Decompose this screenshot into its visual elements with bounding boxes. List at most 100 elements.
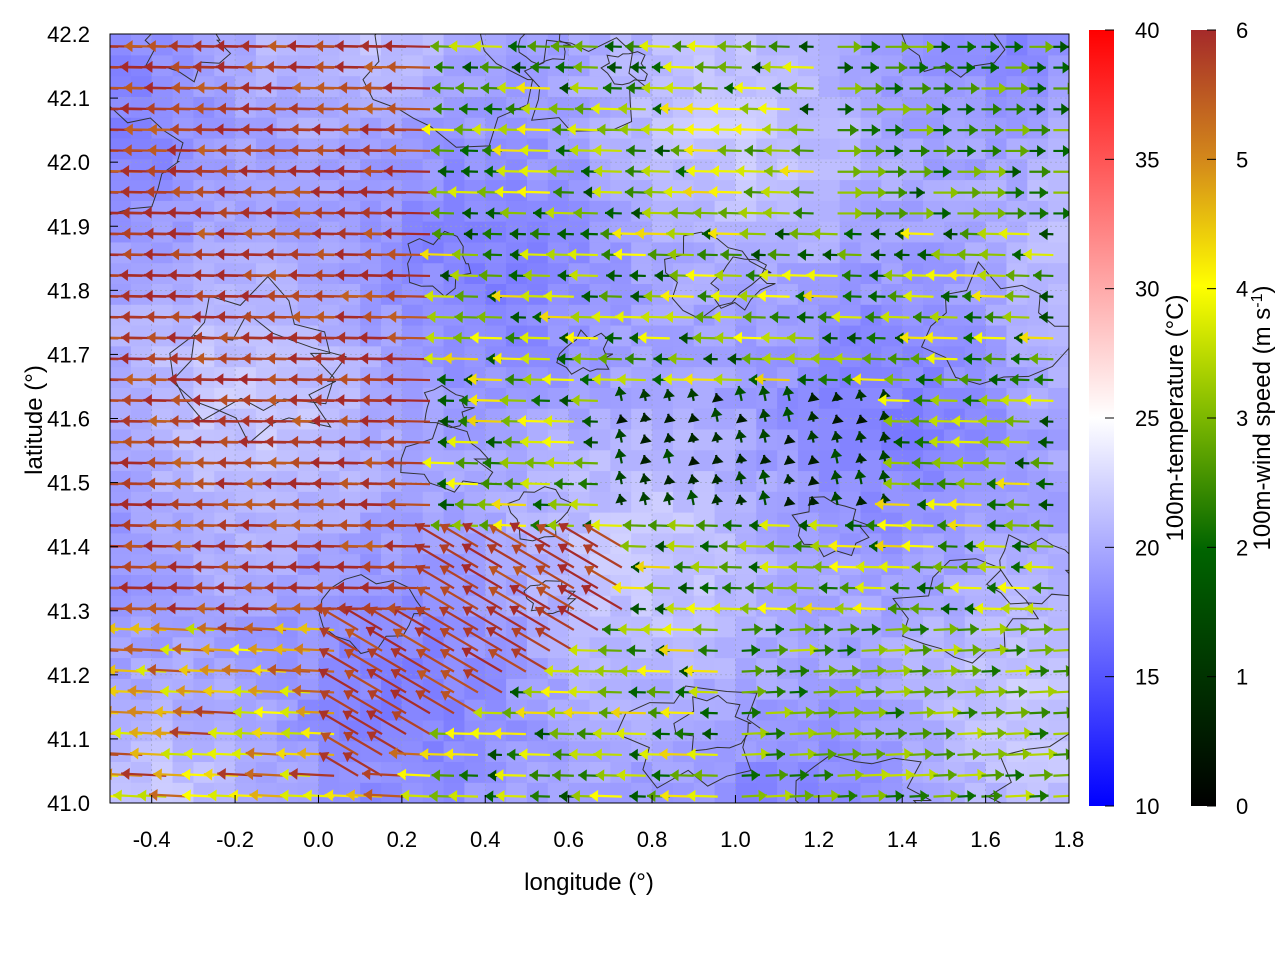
y-tick-label: 42.1 — [47, 86, 90, 111]
temperature-cell — [943, 553, 966, 575]
wind-arrow-head — [422, 456, 432, 469]
wind-arrow-head — [722, 581, 731, 594]
temperature-cell — [318, 179, 340, 201]
temperature-cell — [756, 740, 778, 763]
wind-arrow-head — [468, 394, 478, 407]
wind-arrow-head — [502, 706, 511, 719]
wind-arrow-head — [391, 668, 402, 680]
wind-arrow-head — [878, 789, 888, 802]
wind-arrow-head — [1041, 124, 1051, 137]
wind-arrow-head — [451, 519, 461, 532]
contour-line — [920, 260, 1069, 385]
temperature-cell — [777, 75, 799, 97]
wind-arrow-head — [854, 706, 863, 719]
wind-arrow-head — [170, 60, 180, 73]
wind-arrow-head — [145, 435, 155, 448]
temperature-cell — [610, 34, 632, 56]
temperature-cell — [110, 574, 132, 596]
wind-arrow-head — [700, 707, 709, 720]
wind-arrow-head — [811, 352, 820, 365]
wind-arrow-head — [913, 311, 922, 324]
wind-arrow-head — [733, 331, 743, 344]
wind-arrow-head — [844, 227, 853, 240]
temperature-cell — [881, 158, 903, 181]
wind-arrow-head — [580, 373, 589, 386]
temperature-cell — [568, 221, 591, 243]
temperature-cell — [339, 283, 361, 305]
wind-arrow-head — [217, 767, 226, 780]
wind-arrow-head — [335, 581, 345, 594]
temperature-cell — [985, 678, 1008, 700]
wind-arrow-head — [748, 373, 758, 386]
wind-arrow-head — [383, 394, 392, 407]
wind-arrow-head — [314, 519, 323, 532]
temperature-cell — [401, 304, 424, 326]
temperature-cell — [193, 158, 215, 181]
temperature-cell — [610, 595, 632, 617]
wind-arrow-head — [360, 40, 369, 53]
temperature-cell — [339, 54, 361, 77]
temperature-cell — [214, 719, 236, 742]
wind-arrow-head — [218, 81, 228, 94]
wind-arrow-head — [486, 353, 495, 366]
wind-arrow-head — [1021, 61, 1030, 74]
temperature-cell — [777, 324, 799, 347]
wind-arrow-head — [75, 457, 84, 469]
wind-arrow-head — [999, 82, 1008, 95]
temperature-cell — [151, 408, 174, 430]
grid-lines — [110, 34, 1069, 803]
wind-arrow-head — [343, 689, 355, 701]
temperature-cell — [964, 117, 987, 139]
temperature-cell — [443, 221, 466, 243]
temperature-cell — [860, 491, 882, 513]
wind-arrow-head — [972, 644, 982, 657]
wind-arrow-head — [899, 207, 908, 220]
temperature-cell — [985, 54, 1008, 77]
temperature-cell — [631, 241, 653, 264]
wind-arrow-head — [591, 310, 601, 323]
temperature-cell — [839, 553, 862, 575]
wind-arrow-head — [166, 331, 176, 344]
wind-arrow-head — [199, 664, 209, 677]
temperature-cell — [547, 366, 570, 388]
temperature-cell — [485, 54, 507, 77]
wind-arrow-head — [990, 40, 999, 53]
wind-arrow-head — [854, 469, 867, 480]
wind-arrow-head — [266, 165, 275, 178]
temperature-cell — [631, 574, 653, 596]
temperature-cell — [902, 54, 924, 77]
wind-arrow-head — [761, 352, 771, 365]
wind-arrow-head — [871, 124, 881, 137]
temperature-cell — [610, 740, 632, 763]
wind-arrow-head — [829, 560, 838, 573]
wind-arrow-head — [945, 61, 954, 74]
wind-arrow-head — [674, 561, 683, 574]
temperature-cell — [631, 719, 653, 742]
wind-arrow-head — [548, 102, 558, 115]
wind-arrow-head — [279, 789, 289, 802]
temperature-cell — [422, 75, 445, 97]
wind-arrow-head — [146, 102, 155, 115]
temperature-cell — [422, 200, 445, 222]
temperature-cell — [422, 54, 445, 77]
temperature-cell — [923, 283, 945, 305]
wind-arrow-head — [214, 373, 224, 386]
temperature-cell — [860, 158, 882, 181]
wind-arrow-shaft — [1053, 794, 1069, 798]
wind-arrow-head — [831, 392, 844, 402]
wind-arrow-head — [639, 40, 649, 53]
temperature-cell — [902, 719, 924, 742]
wind-arrow-head — [1030, 456, 1040, 469]
temperature-cell — [214, 678, 236, 700]
wind-arrow-head — [758, 490, 771, 501]
temperature-cell — [464, 179, 486, 201]
temperature-cell — [214, 54, 236, 77]
wind-arrow-head — [183, 747, 193, 760]
wind-arrow-head — [488, 586, 500, 597]
wind-arrow-head — [970, 623, 979, 636]
temperature-cell — [1027, 345, 1049, 368]
temperature-cell — [693, 699, 716, 721]
temperature-cell — [443, 200, 466, 222]
wind-arrow-head — [447, 185, 457, 198]
wind-arrow-head — [532, 498, 542, 511]
